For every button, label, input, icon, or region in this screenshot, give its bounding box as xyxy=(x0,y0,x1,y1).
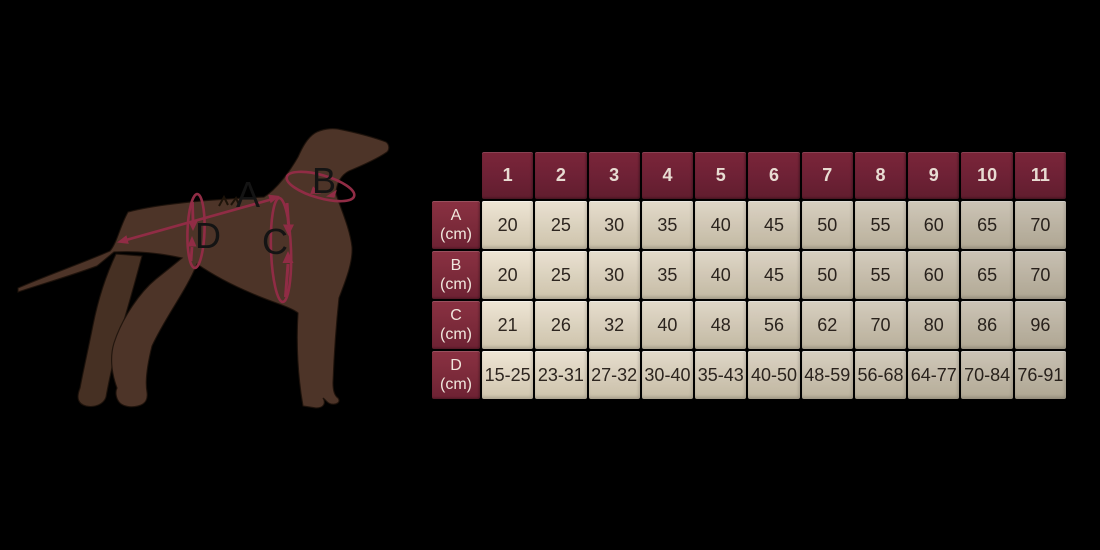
value-cell: 25 xyxy=(535,201,587,249)
value-cell: 40 xyxy=(695,251,747,299)
value-cell: 40-50 xyxy=(748,351,800,399)
value-cell: 56 xyxy=(748,301,800,349)
column-header-cell: 5 xyxy=(695,152,747,199)
row-header-cell: D (cm) xyxy=(432,351,480,399)
row-unit: (cm) xyxy=(440,276,472,293)
value-cell: 80 xyxy=(908,301,960,349)
value-cell: 30 xyxy=(588,201,640,249)
value-cell: 70 xyxy=(854,301,907,349)
size-chart-table: 1 2 3 4 5 6 7 8 9 10 11 A (cm) 20 25 30 35 40 45 50 55 60 65 70… xyxy=(432,152,1066,399)
value-cell: 40 xyxy=(641,301,694,349)
row-label: A xyxy=(450,207,462,224)
row-label: D xyxy=(450,357,462,374)
measurement-c-loop xyxy=(269,196,294,304)
label-a: A xyxy=(236,174,260,215)
value-cell: 30-40 xyxy=(641,351,694,399)
value-cell: 62 xyxy=(801,301,853,349)
row-label: C xyxy=(450,307,462,324)
value-cell: 48-59 xyxy=(801,351,853,399)
value-cell: 27-32 xyxy=(588,351,640,399)
column-header-cell: 11 xyxy=(1014,152,1066,199)
value-cell: 64-77 xyxy=(908,351,960,399)
label-d: D xyxy=(195,215,221,256)
measurement-a-arrow xyxy=(117,194,280,244)
value-cell: 55 xyxy=(854,201,907,249)
value-cell: 35 xyxy=(641,251,694,299)
value-cell: 25 xyxy=(535,251,587,299)
label-b: B xyxy=(312,160,336,201)
value-cell: 45 xyxy=(748,201,800,249)
value-cell: 65 xyxy=(961,201,1013,249)
value-cell: 26 xyxy=(535,301,587,349)
column-header-cell: 1 xyxy=(482,152,534,199)
value-cell: 40 xyxy=(695,201,747,249)
value-cell: 45 xyxy=(748,251,800,299)
row-header-cell: C (cm) xyxy=(432,301,480,349)
value-cell: 76-91 xyxy=(1014,351,1066,399)
value-cell: 20 xyxy=(482,201,534,249)
value-cell: 96 xyxy=(1014,301,1066,349)
row-header-cell: B (cm) xyxy=(432,251,480,299)
row-unit: (cm) xyxy=(440,376,472,393)
value-cell: 70 xyxy=(1014,251,1066,299)
value-cell: 55 xyxy=(854,251,907,299)
value-cell: 15-25 xyxy=(482,351,534,399)
value-cell: 65 xyxy=(961,251,1013,299)
value-cell: 35 xyxy=(641,201,694,249)
value-cell: 86 xyxy=(961,301,1013,349)
column-header-cell: 7 xyxy=(801,152,853,199)
value-cell: 32 xyxy=(588,301,640,349)
value-cell: 56-68 xyxy=(854,351,907,399)
value-cell: 21 xyxy=(482,301,534,349)
fur-tufts xyxy=(218,194,240,207)
column-header-cell: 10 xyxy=(961,152,1013,199)
label-c: C xyxy=(262,221,288,262)
row-unit: (cm) xyxy=(440,226,472,243)
column-header-cell: 2 xyxy=(535,152,587,199)
value-cell: 50 xyxy=(801,201,853,249)
value-cell: 50 xyxy=(801,251,853,299)
row-unit: (cm) xyxy=(440,326,472,343)
column-header-cell: 3 xyxy=(588,152,640,199)
corner-cell xyxy=(432,152,480,199)
column-header-cell: 6 xyxy=(748,152,800,199)
value-cell: 70 xyxy=(1014,201,1066,249)
row-label: B xyxy=(450,257,462,274)
value-cell: 60 xyxy=(908,251,960,299)
measurement-b-loop xyxy=(285,170,356,203)
value-cell: 20 xyxy=(482,251,534,299)
measurement-d-loop xyxy=(186,192,206,270)
row-header-cell: A (cm) xyxy=(432,201,480,249)
value-cell: 30 xyxy=(588,251,640,299)
column-header-cell: 4 xyxy=(641,152,694,199)
column-header-cell: 8 xyxy=(854,152,907,199)
value-cell: 70-84 xyxy=(961,351,1013,399)
value-cell: 35-43 xyxy=(695,351,747,399)
value-cell: 60 xyxy=(908,201,960,249)
column-header-cell: 9 xyxy=(908,152,960,199)
dog-silhouette xyxy=(17,128,390,409)
value-cell: 23-31 xyxy=(535,351,587,399)
value-cell: 48 xyxy=(695,301,747,349)
